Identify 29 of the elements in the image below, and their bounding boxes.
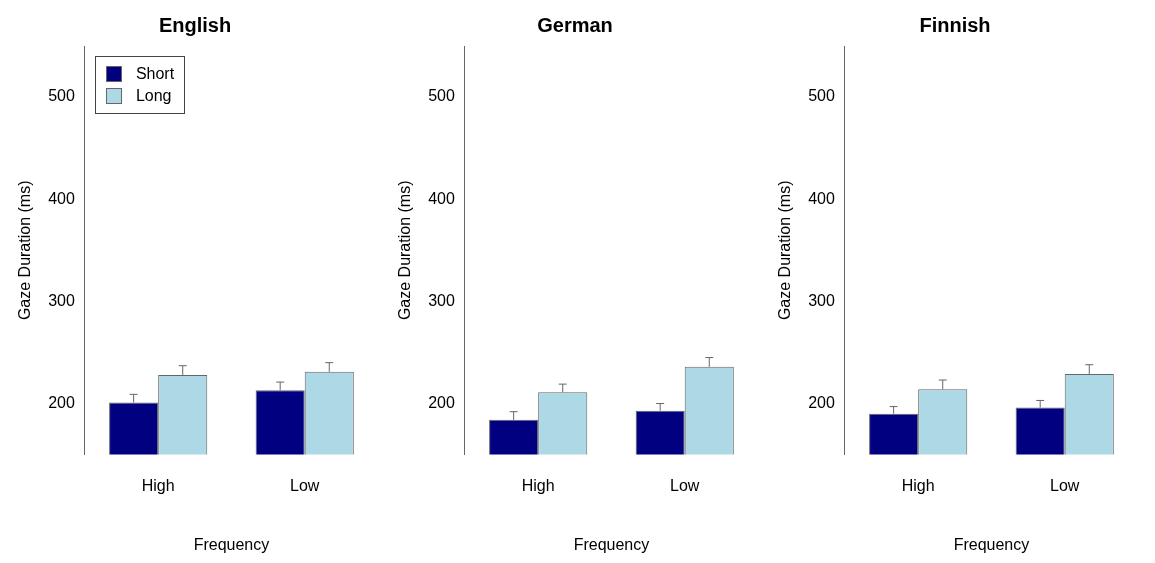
x-tick-label: Low xyxy=(1050,476,1080,494)
y-tick-label: 400 xyxy=(48,189,75,207)
y-tick-label: 500 xyxy=(48,87,75,105)
x-tick-label: Low xyxy=(290,476,320,494)
chart-title: German xyxy=(537,13,613,36)
chart-title: English xyxy=(158,13,232,36)
y-tick-label: 500 xyxy=(428,87,455,105)
y-tick-label: 200 xyxy=(428,393,455,411)
x-tick-label: High xyxy=(901,476,935,494)
y-tick-label: 500 xyxy=(808,87,835,105)
x-tick-label: High xyxy=(141,476,175,494)
y-tick-label: 300 xyxy=(808,291,835,309)
x-tick-label: High xyxy=(521,476,555,494)
legend-label: Short xyxy=(135,64,175,84)
y-axis-title: Gaze Duration (ms) xyxy=(396,180,414,321)
chart-title: Finnish xyxy=(919,13,991,36)
x-axis-title: Frequency xyxy=(193,535,270,553)
y-tick-label: 300 xyxy=(428,291,455,309)
x-axis-title: Frequency xyxy=(573,535,650,553)
x-axis-title: Frequency xyxy=(953,535,1030,553)
y-tick-label: 200 xyxy=(808,393,835,411)
legend-label: Long xyxy=(135,86,172,106)
y-axis-title: Gaze Duration (ms) xyxy=(16,180,34,321)
y-axis-title: Gaze Duration (ms) xyxy=(776,180,794,321)
y-tick-label: 200 xyxy=(48,393,75,411)
y-tick-label: 400 xyxy=(428,189,455,207)
y-tick-label: 400 xyxy=(808,189,835,207)
x-tick-label: Low xyxy=(670,476,700,494)
y-tick-label: 300 xyxy=(48,291,75,309)
